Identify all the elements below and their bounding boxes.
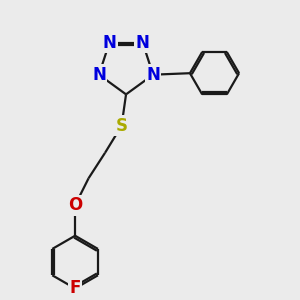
Text: N: N — [102, 34, 116, 52]
Text: N: N — [136, 34, 150, 52]
Text: N: N — [146, 66, 160, 84]
Text: N: N — [92, 66, 106, 84]
Text: F: F — [69, 280, 81, 298]
Text: O: O — [68, 196, 82, 214]
Text: S: S — [116, 117, 128, 135]
